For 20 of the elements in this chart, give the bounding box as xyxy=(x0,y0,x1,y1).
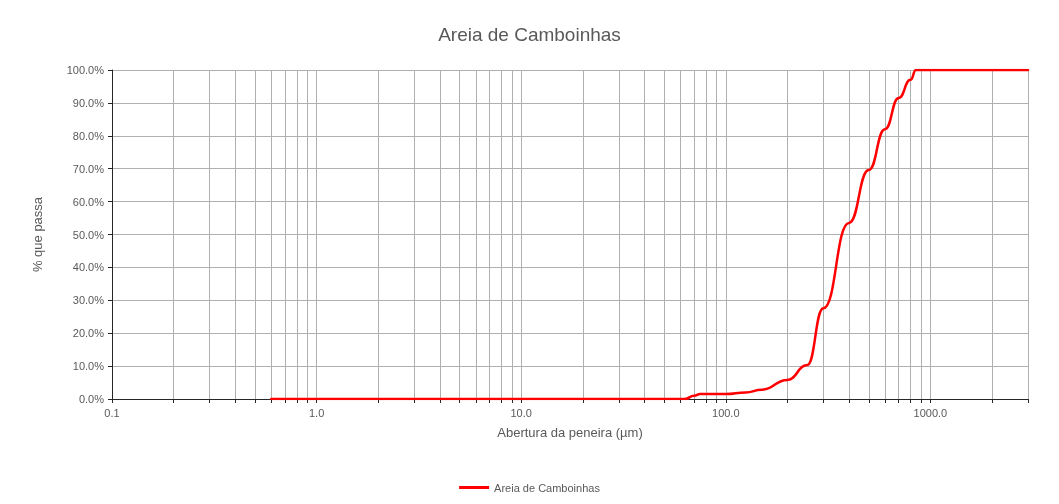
y-tick-label: 30.0% xyxy=(72,294,105,307)
y-tick-label: 40.0% xyxy=(72,261,105,274)
y-tick-label: 60.0% xyxy=(72,195,105,208)
x-tick-label: 100.0 xyxy=(712,406,740,419)
x-tick-label: 0.1 xyxy=(104,406,120,419)
y-tick-label: 10.0% xyxy=(72,360,105,373)
y-tick-label: 0.0% xyxy=(78,393,105,405)
x-tick-label: 1000.0 xyxy=(913,406,948,419)
y-tick-label: 70.0% xyxy=(72,162,105,175)
x-tick-label: 10.0 xyxy=(510,406,532,419)
y-tick-label: 20.0% xyxy=(72,327,105,340)
chart-title: Areia de Camboinhas xyxy=(438,24,621,45)
legend-label: Areia de Camboinhas xyxy=(494,481,601,494)
x-tick-label: 1.0 xyxy=(308,406,325,419)
y-tick-label: 80.0% xyxy=(72,129,105,142)
y-tick-label: 100.0% xyxy=(66,64,105,76)
y-tick-label: 90.0% xyxy=(72,96,105,109)
x-axis-title: Abertura da peneira (µm) xyxy=(497,425,643,440)
y-axis-title: % que passa xyxy=(30,196,45,273)
y-tick-label: 50.0% xyxy=(72,228,105,241)
